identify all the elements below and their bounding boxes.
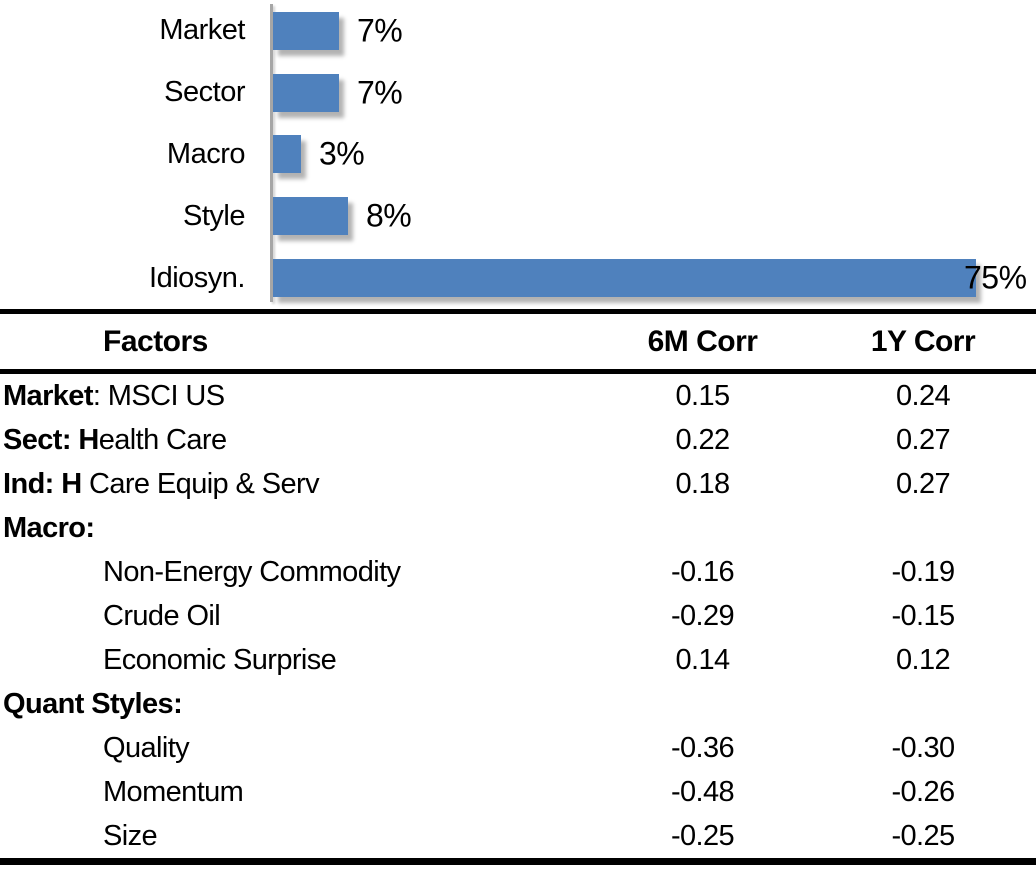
factor-label-bold: Ind: H <box>3 467 82 500</box>
corr-1y-value: -0.19 <box>891 555 955 588</box>
bar-value-label: 75% <box>964 259 1027 296</box>
corr-1y-value: -0.25 <box>891 819 955 852</box>
table-row: Ind: H Care Equip & Serv 0.18 0.27 <box>0 462 1036 506</box>
factor-label: Quant Styles: <box>0 688 595 721</box>
corr-1y-value: 0.24 <box>895 379 951 412</box>
category-label: Sector <box>164 76 245 109</box>
bar <box>273 259 976 298</box>
bar-chart-rows: Market 7% Sector 7% Macro 3% Style 8% Idiosyn. 75… <box>0 0 1036 309</box>
corr-1y-value: 0.12 <box>895 643 951 676</box>
factor-label: Crude Oil <box>103 599 221 632</box>
category-label: Idiosyn. <box>149 261 245 294</box>
bar-value-label: 7% <box>357 12 403 49</box>
corr-1y-value: -0.26 <box>891 775 955 808</box>
divider-header <box>0 369 1036 374</box>
corr-6m-value: -0.36 <box>670 731 735 764</box>
table-row: Quant Styles: <box>0 682 1036 726</box>
factor-label-bold: Market <box>3 379 93 412</box>
chart-row: Macro 3% <box>0 124 1036 186</box>
table-row: Sect: Health Care 0.22 0.27 <box>0 418 1036 462</box>
table-row: Non-Energy Commodity -0.16 -0.19 <box>0 550 1036 594</box>
factor-label: Non-Energy Commodity <box>103 555 401 588</box>
bar <box>273 135 301 174</box>
factor-label: Macro: <box>0 512 595 545</box>
bar-track: 7% <box>273 73 1036 112</box>
factor-label: Momentum <box>103 775 244 808</box>
corr-1y-value: -0.15 <box>891 599 955 632</box>
factor-label: Market: MSCI US <box>3 379 225 412</box>
corr-1y-value: -0.30 <box>891 731 955 764</box>
bar-value-label: 3% <box>319 135 365 172</box>
factor-table-body: Market: MSCI US 0.15 0.24 Sect: Health Care… <box>0 374 1036 858</box>
divider-bottom <box>0 858 1036 865</box>
chart-axis-line <box>270 4 273 302</box>
bar <box>273 11 339 50</box>
factor-label-bold: Macro: <box>3 511 95 544</box>
chart-row: Style 8% <box>0 185 1036 247</box>
chart-row: Sector 7% <box>0 62 1036 124</box>
corr-6m-value: 0.22 <box>675 423 730 456</box>
risk-decomposition-bar-chart: Market 7% Sector 7% Macro 3% Style 8% Idiosyn. 75… <box>0 0 1036 309</box>
corr-6m-value: -0.48 <box>670 775 735 808</box>
column-header-factors: Factors <box>103 324 208 358</box>
category-label: Macro <box>166 137 246 170</box>
corr-6m-value: 0.15 <box>675 379 730 412</box>
bar-track: 75% <box>273 259 1036 298</box>
bar-track: 7% <box>273 11 1036 50</box>
table-row: Macro: <box>0 506 1036 550</box>
table-row: Size -0.25 -0.25 <box>0 814 1036 858</box>
column-header-6m-corr: 6M Corr <box>647 324 758 358</box>
factor-label: Sect: Health Care <box>3 423 227 456</box>
bar-track: 8% <box>273 197 1036 236</box>
factor-label: Size <box>103 819 158 852</box>
category-label: Style <box>183 199 245 232</box>
factor-label-bold: Quant Styles: <box>3 687 183 720</box>
factor-label: Quality <box>103 731 190 764</box>
chart-row: Market 7% <box>0 0 1036 62</box>
table-row: Momentum -0.48 -0.26 <box>0 770 1036 814</box>
bar-value-label: 7% <box>357 74 403 111</box>
corr-6m-value: -0.16 <box>670 555 735 588</box>
column-header-1y-corr: 1Y Corr <box>870 324 976 358</box>
bar-track: 3% <box>273 135 1036 174</box>
factor-label: Economic Surprise <box>103 643 337 676</box>
chart-row: Idiosyn. 75% <box>0 247 1036 309</box>
corr-6m-value: 0.14 <box>675 643 730 676</box>
corr-6m-value: -0.25 <box>670 819 735 852</box>
bar <box>273 73 339 112</box>
factor-label-bold: Sect: H <box>3 423 99 456</box>
table-row: Economic Surprise 0.14 0.12 <box>0 638 1036 682</box>
factor-label: Ind: H Care Equip & Serv <box>3 467 320 500</box>
corr-1y-value: 0.27 <box>895 423 951 456</box>
table-row: Crude Oil -0.29 -0.15 <box>0 594 1036 638</box>
table-row: Market: MSCI US 0.15 0.24 <box>0 374 1036 418</box>
corr-6m-value: -0.29 <box>670 599 735 632</box>
corr-1y-value: 0.27 <box>895 467 951 500</box>
table-row: Quality -0.36 -0.30 <box>0 726 1036 770</box>
category-label: Market <box>159 14 245 47</box>
corr-6m-value: 0.18 <box>675 467 730 500</box>
bar <box>273 197 348 236</box>
bar-value-label: 8% <box>366 197 412 234</box>
divider-top <box>0 309 1036 314</box>
factor-table-header: Factors 6M Corr 1Y Corr <box>0 314 1036 369</box>
